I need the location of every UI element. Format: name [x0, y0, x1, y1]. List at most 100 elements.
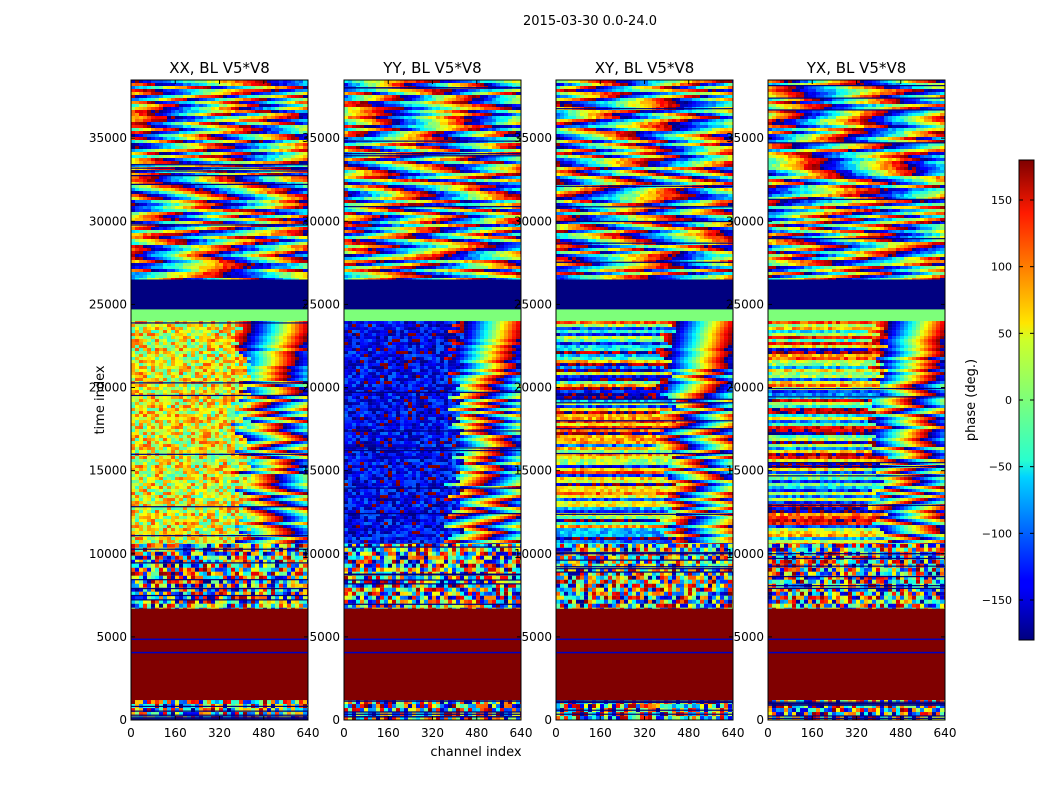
heatmap-cell: [219, 507, 223, 510]
heatmap-cell: [147, 375, 151, 378]
heatmap-cell: [191, 564, 195, 568]
heatmap-cell: [151, 450, 155, 453]
heatmap-cell: [239, 480, 243, 483]
heatmap-cell: [131, 572, 135, 576]
heatmap-cell: [259, 495, 263, 498]
heatmap-cell: [155, 604, 159, 608]
heatmap-cell: [231, 336, 235, 339]
heatmap-cell: [231, 556, 235, 560]
heatmap-cell: [275, 528, 279, 531]
heatmap-cell: [187, 330, 191, 333]
heatmap-cell: [243, 489, 247, 492]
heatmap-cell: [251, 584, 255, 588]
heatmap-cell: [143, 339, 147, 342]
heatmap-cell: [231, 435, 235, 438]
heatmap-cell: [207, 92, 211, 95]
heatmap-cell: [259, 522, 263, 525]
heatmap-cell: [283, 492, 287, 495]
heatmap-cell: [167, 402, 171, 405]
heatmap-cell: [215, 98, 219, 101]
heatmap-cell: [171, 510, 175, 513]
heatmap-cell: [255, 366, 259, 369]
heatmap-cell: [195, 519, 199, 522]
heatmap-cell: [147, 483, 151, 486]
heatmap-cell: [175, 572, 179, 576]
heatmap-cell: [207, 402, 211, 405]
heatmap-cell: [131, 507, 135, 510]
heatmap-cell: [151, 101, 155, 104]
heatmap-cell: [219, 86, 223, 89]
heatmap-cell: [291, 110, 295, 113]
heatmap-cell: [171, 116, 175, 119]
heatmap-cell: [199, 531, 203, 534]
heatmap-cell: [171, 89, 175, 92]
heatmap-cell: [171, 450, 175, 453]
heatmap-cell: [159, 86, 163, 89]
heatmap-cell: [215, 474, 219, 477]
heatmap-cell: [251, 462, 255, 465]
heatmap-cell: [259, 387, 263, 390]
heatmap-cell: [167, 372, 171, 375]
heatmap-cell: [263, 543, 267, 544]
heatmap-cell: [143, 501, 147, 504]
heatmap-cell: [131, 706, 308, 707]
heatmap-cell: [151, 447, 155, 450]
heatmap-cell: [211, 92, 215, 95]
heatmap-cell: [275, 441, 279, 444]
heatmap-cell: [207, 441, 211, 444]
heatmap-cell: [131, 101, 135, 104]
heatmap-cell: [267, 462, 271, 465]
heatmap-cell: [211, 540, 215, 543]
heatmap-cell: [259, 384, 263, 387]
heatmap-cell: [243, 477, 247, 480]
heatmap-cell: [247, 95, 251, 98]
heatmap-cell: [183, 495, 187, 498]
heatmap-cell: [243, 369, 247, 372]
heatmap-cell: [243, 426, 247, 429]
heatmap-cell: [303, 345, 307, 348]
heatmap-cell: [191, 101, 195, 104]
heatmap-cell: [159, 596, 163, 600]
heatmap-cell: [155, 342, 159, 345]
heatmap-cell: [195, 98, 199, 101]
heatmap-cell: [135, 465, 139, 468]
heatmap-cell: [291, 336, 295, 339]
heatmap-cell: [283, 378, 287, 381]
heatmap-cell: [195, 456, 199, 459]
heatmap-cell: [215, 333, 219, 336]
heatmap-band: [131, 609, 308, 700]
heatmap-cell: [175, 333, 179, 336]
heatmap-cell: [259, 351, 263, 354]
heatmap-cell: [219, 417, 223, 420]
heatmap-cell: [299, 572, 303, 576]
heatmap-cell: [151, 492, 155, 495]
heatmap-cell: [239, 384, 243, 387]
heatmap-cell: [147, 390, 151, 393]
heatmap-cell: [247, 372, 251, 375]
heatmap-cell: [227, 604, 231, 608]
heatmap-cell: [203, 348, 207, 351]
heatmap-cell: [203, 363, 207, 366]
heatmap-cell: [187, 354, 191, 357]
heatmap-cell: [183, 510, 187, 513]
heatmap-cell: [231, 116, 235, 119]
heatmap-cell: [227, 544, 231, 548]
heatmap-cell: [239, 584, 243, 588]
heatmap-cell: [163, 447, 167, 450]
heatmap-cell: [187, 540, 191, 543]
heatmap-cell: [147, 110, 151, 113]
heatmap-cell: [203, 324, 207, 327]
heatmap-cell: [299, 519, 303, 522]
heatmap-cell: [283, 333, 287, 336]
heatmap-cell: [171, 104, 175, 107]
heatmap-cell: [203, 387, 207, 390]
heatmap-cell: [183, 604, 187, 608]
heatmap-cell: [183, 354, 187, 357]
heatmap-cell: [203, 107, 207, 110]
heatmap-cell: [215, 378, 219, 381]
heatmap-cell: [279, 405, 283, 408]
heatmap-cell: [155, 432, 159, 435]
heatmap-cell: [203, 528, 207, 531]
heatmap-cell: [143, 351, 147, 354]
heatmap-cell: [291, 441, 295, 444]
